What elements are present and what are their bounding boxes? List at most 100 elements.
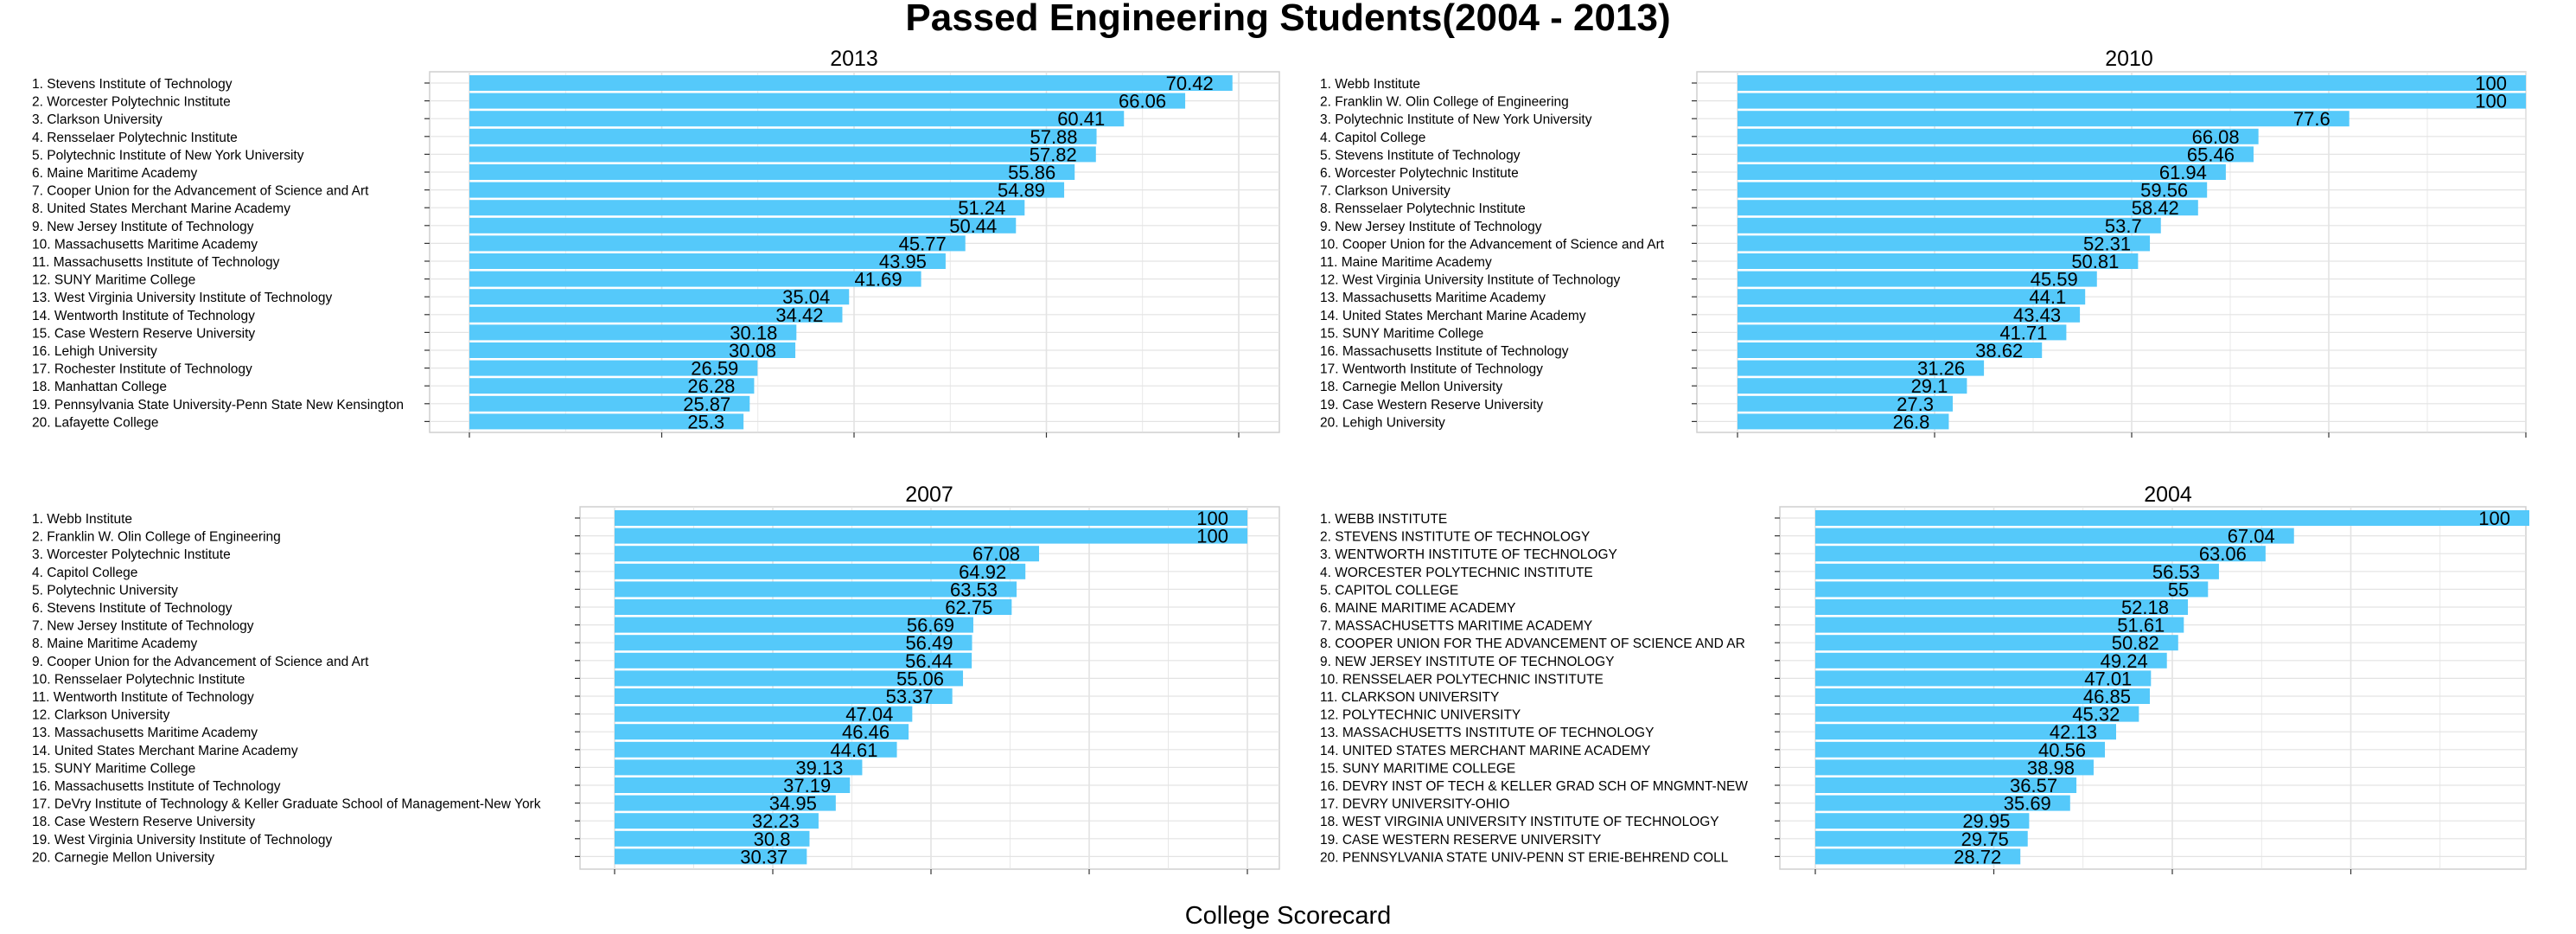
category-label: 10. RENSSELAER POLYTECHNIC INSTITUTE <box>1320 672 1604 687</box>
bar-value-label: 47.04 <box>845 704 893 726</box>
bar <box>469 395 750 412</box>
bar <box>1738 217 2161 234</box>
bar <box>1815 563 2219 579</box>
bar-value-label: 44.1 <box>2029 286 2066 308</box>
category-label: 4. Capitol College <box>1320 131 1425 145</box>
bar <box>615 777 851 793</box>
category-label: 5. Polytechnic University <box>32 583 178 598</box>
bar <box>1815 724 2116 740</box>
bar-value-label: 45.32 <box>2072 704 2120 726</box>
bar <box>1815 599 2189 615</box>
category-label: 15. Case Western Reserve University <box>32 326 255 341</box>
bar <box>615 795 836 811</box>
bar-value-label: 100 <box>2475 73 2507 94</box>
category-label: 11. CLARKSON UNIVERSITY <box>1320 690 1499 705</box>
category-label: 11. Maine Maritime Academy <box>1320 255 1492 270</box>
bar <box>1738 200 2198 216</box>
category-label: 13. Massachusetts Maritime Academy <box>32 726 258 740</box>
bar <box>615 546 1040 562</box>
bar <box>615 617 973 633</box>
category-label: 20. Carnegie Mellon University <box>32 850 214 865</box>
bar-value-label: 26.28 <box>687 375 735 397</box>
category-label: 19. Case Western Reserve University <box>1320 398 1543 413</box>
bar <box>615 652 972 669</box>
category-label: 5. Polytechnic Institute of New York Uni… <box>32 148 304 163</box>
bar <box>1815 848 2021 865</box>
bar <box>469 93 1186 109</box>
bar-value-label: 38.62 <box>1975 340 2023 361</box>
bar <box>1738 342 2043 358</box>
bar-value-label: 52.31 <box>2083 233 2131 254</box>
bar <box>1738 324 2067 341</box>
category-label: 14. UNITED STATES MERCHANT MARINE ACADEM… <box>1320 744 1650 758</box>
bar-value-label: 29.75 <box>1961 828 2009 850</box>
bar <box>615 670 964 687</box>
category-label: 4. WORCESTER POLYTECHNIC INSTITUTE <box>1320 566 1593 580</box>
bar-value-label: 56.69 <box>907 615 954 637</box>
panel-title: 2004 <box>2144 483 2192 507</box>
bar <box>1738 306 2081 323</box>
bar <box>1815 813 2030 829</box>
bar-value-label: 29.1 <box>1911 375 1948 397</box>
bar <box>1815 617 2184 633</box>
category-label: 10. Cooper Union for the Advancement of … <box>1320 237 1665 252</box>
bar <box>1738 182 2208 198</box>
bar-value-label: 77.6 <box>2293 108 2331 130</box>
bar <box>1738 128 2259 144</box>
bar-value-label: 58.42 <box>2132 197 2179 219</box>
bar <box>615 759 863 776</box>
bar-value-label: 43.43 <box>2013 304 2061 326</box>
category-label: 19. West Virginia University Institute o… <box>32 833 332 848</box>
bar <box>469 306 843 323</box>
category-label: 12. SUNY Maritime College <box>32 273 195 288</box>
category-label: 10. Massachusetts Maritime Academy <box>32 237 258 252</box>
bar-value-label: 28.72 <box>1954 846 2001 867</box>
category-label: 6. MAINE MARITIME ACADEMY <box>1320 601 1516 616</box>
bar-value-label: 53.7 <box>2105 215 2142 237</box>
bar <box>1738 378 1967 394</box>
bar-value-label: 37.19 <box>783 775 831 796</box>
bar-value-label: 31.26 <box>1917 358 1965 380</box>
category-label: 14. Wentworth Institute of Technology <box>32 309 255 323</box>
bar <box>469 75 1233 91</box>
bar <box>615 830 810 847</box>
bar <box>1738 289 2086 305</box>
bar <box>1815 759 2094 776</box>
panel-title: 2013 <box>830 47 878 71</box>
bar-value-label: 39.13 <box>795 757 843 778</box>
bar-value-label: 51.61 <box>2117 615 2165 637</box>
bar <box>469 182 1065 198</box>
bar-value-label: 59.56 <box>2140 180 2188 202</box>
bar <box>615 688 953 704</box>
bar-value-label: 34.42 <box>775 304 823 326</box>
bar-value-label: 25.87 <box>683 393 730 415</box>
bar <box>469 378 755 394</box>
bar-value-label: 32.23 <box>752 810 800 832</box>
category-label: 16. Massachusetts Institute of Technolog… <box>32 779 281 794</box>
chart-title: Passed Engineering Students(2004 - 2013) <box>905 0 1671 39</box>
category-label: 9. New Jersey Institute of Technology <box>32 220 254 234</box>
bar-value-label: 50.44 <box>949 215 997 237</box>
category-label: 6. Maine Maritime Academy <box>32 166 197 181</box>
bar <box>469 200 1025 216</box>
bar <box>1815 706 2139 722</box>
bar-value-label: 46.46 <box>842 721 889 743</box>
bar-value-label: 44.61 <box>830 739 877 761</box>
category-label: 8. COOPER UNION FOR THE ADVANCEMENT OF S… <box>1320 637 1745 651</box>
category-label: 13. Massachusetts Maritime Academy <box>1320 291 1546 305</box>
bar <box>615 706 913 722</box>
bar <box>1738 360 1985 376</box>
bar-value-label: 38.98 <box>2027 757 2075 778</box>
category-label: 3. Worcester Polytechnic Institute <box>32 547 231 562</box>
bar <box>1815 795 2070 811</box>
category-label: 14. United States Merchant Marine Academ… <box>1320 309 1586 323</box>
category-label: 12. POLYTECHNIC UNIVERSITY <box>1320 708 1521 723</box>
bar-value-label: 30.37 <box>740 846 787 867</box>
bar <box>615 599 1012 615</box>
bar-value-label: 30.8 <box>754 828 791 850</box>
bar <box>1738 111 2350 127</box>
category-label: 7. Clarkson University <box>1320 184 1451 199</box>
category-label: 19. Pennsylvania State University-Penn S… <box>32 398 404 413</box>
bar-value-label: 100 <box>2478 508 2510 529</box>
bar-value-label: 47.01 <box>2084 668 2132 689</box>
